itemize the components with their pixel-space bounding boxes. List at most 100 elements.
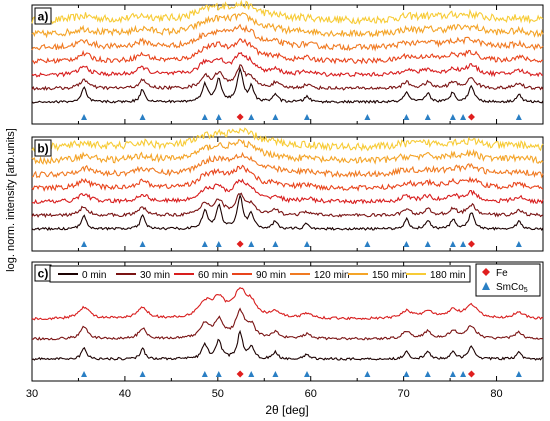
fe-marker: [467, 113, 475, 121]
x-tick-label: 80: [490, 388, 502, 400]
panel-b: b): [31, 127, 544, 252]
series-line: [31, 192, 544, 219]
smco5-marker: [272, 371, 279, 377]
marker-legend-triangle: [482, 282, 490, 290]
series-line: [31, 138, 544, 166]
fe-marker: [236, 370, 244, 378]
series-line: [31, 12, 544, 39]
smco5-marker: [215, 114, 222, 120]
smco5-marker: [248, 241, 255, 247]
fe-marker: [236, 240, 244, 248]
panel-label: b): [37, 142, 48, 156]
series-line: [31, 127, 544, 153]
panel-frame: [31, 4, 544, 125]
smco5-marker: [248, 114, 255, 120]
marker-legend-label: Fe: [496, 268, 508, 279]
smco5-marker: [403, 371, 410, 377]
smco5-marker: [304, 241, 311, 247]
legend-label: 0 min: [82, 270, 106, 281]
smco5-marker: [449, 371, 456, 377]
legend-label: 30 min: [140, 270, 170, 281]
smco5-marker: [364, 114, 371, 120]
legend: 0 min 30 min 60 min 90 min 120 min 150 min 180…: [49, 263, 541, 297]
legend-box: 0 min 30 min 60 min 90 min 120 min 150 min 180…: [49, 265, 471, 283]
legend-frame: [49, 265, 471, 283]
x-axis-label: 2θ [deg]: [265, 403, 308, 417]
marker-legend-label: SmCo5: [496, 282, 528, 294]
smco5-marker: [403, 114, 410, 120]
panel-c: c): [31, 261, 544, 382]
smco5-marker: [424, 371, 431, 377]
smco5-marker: [304, 371, 311, 377]
smco5-marker: [272, 114, 279, 120]
x-tick-label: 50: [212, 388, 224, 400]
smco5-marker: [460, 241, 467, 247]
panel-label: a): [38, 10, 49, 24]
series-line: [31, 307, 544, 341]
series-line: [31, 64, 544, 91]
series-line: [31, 151, 544, 179]
smco5-marker: [460, 114, 467, 120]
smco5-marker: [424, 114, 431, 120]
smco5-marker: [515, 371, 522, 377]
series-line: [31, 38, 544, 65]
fe-marker: [467, 240, 475, 248]
panel-label-box: [34, 139, 52, 157]
panel-frame: [31, 261, 544, 382]
smco5-marker: [515, 241, 522, 247]
smco5-marker: [139, 241, 146, 247]
smco5-marker: [515, 114, 522, 120]
fe-marker: [467, 370, 475, 378]
smco5-marker: [139, 114, 146, 120]
smco5-marker: [403, 241, 410, 247]
smco5-marker: [201, 241, 208, 247]
series-line: [31, 66, 544, 105]
x-tick-label: 30: [26, 388, 38, 400]
phase-markers: [81, 113, 522, 378]
smco5-marker: [364, 241, 371, 247]
series-line: [31, 178, 544, 205]
panel-frame: [31, 136, 544, 252]
smco5-marker: [460, 371, 467, 377]
series-line: [31, 51, 544, 78]
x-tick-label: 60: [305, 388, 317, 400]
legend-label: 60 min: [198, 270, 228, 281]
x-tick-label: 70: [398, 388, 410, 400]
x-tick-label: 40: [119, 388, 131, 400]
smco5-marker: [364, 371, 371, 377]
marker-legend-subscript: 5: [524, 287, 528, 294]
smco5-marker: [201, 114, 208, 120]
smco5-marker: [139, 371, 146, 377]
smco5-marker: [215, 241, 222, 247]
smco5-marker: [81, 371, 88, 377]
smco5-marker: [248, 371, 255, 377]
legend-label: 90 min: [256, 270, 286, 281]
smco5-marker: [215, 371, 222, 377]
series-line: [31, 193, 544, 232]
smco5-marker: [201, 371, 208, 377]
fe-marker: [236, 113, 244, 121]
panel-a: a): [31, 0, 544, 125]
x-axis: 30 40 50 60 70 80: [26, 388, 503, 400]
marker-legend-diamond: [482, 268, 490, 276]
series-line: [31, 23, 544, 52]
series-line: [31, 286, 544, 321]
panel-label-box: [34, 7, 52, 25]
smco5-marker: [424, 241, 431, 247]
marker-legend: Fe SmCo5: [475, 263, 541, 297]
smco5-marker: [304, 114, 311, 120]
smco5-marker: [81, 114, 88, 120]
legend-label: 120 min: [314, 270, 350, 281]
smco5-marker: [449, 114, 456, 120]
series-line: [31, 0, 544, 26]
series-line: [31, 164, 544, 192]
legend-label: 150 min: [372, 270, 408, 281]
panels: a) b) c): [31, 0, 544, 382]
panel-label: c): [38, 267, 49, 281]
series-line: [31, 329, 544, 361]
smco5-marker: [81, 241, 88, 247]
smco5-marker: [449, 241, 456, 247]
legend-label: 180 min: [430, 270, 466, 281]
smco5-marker: [272, 241, 279, 247]
